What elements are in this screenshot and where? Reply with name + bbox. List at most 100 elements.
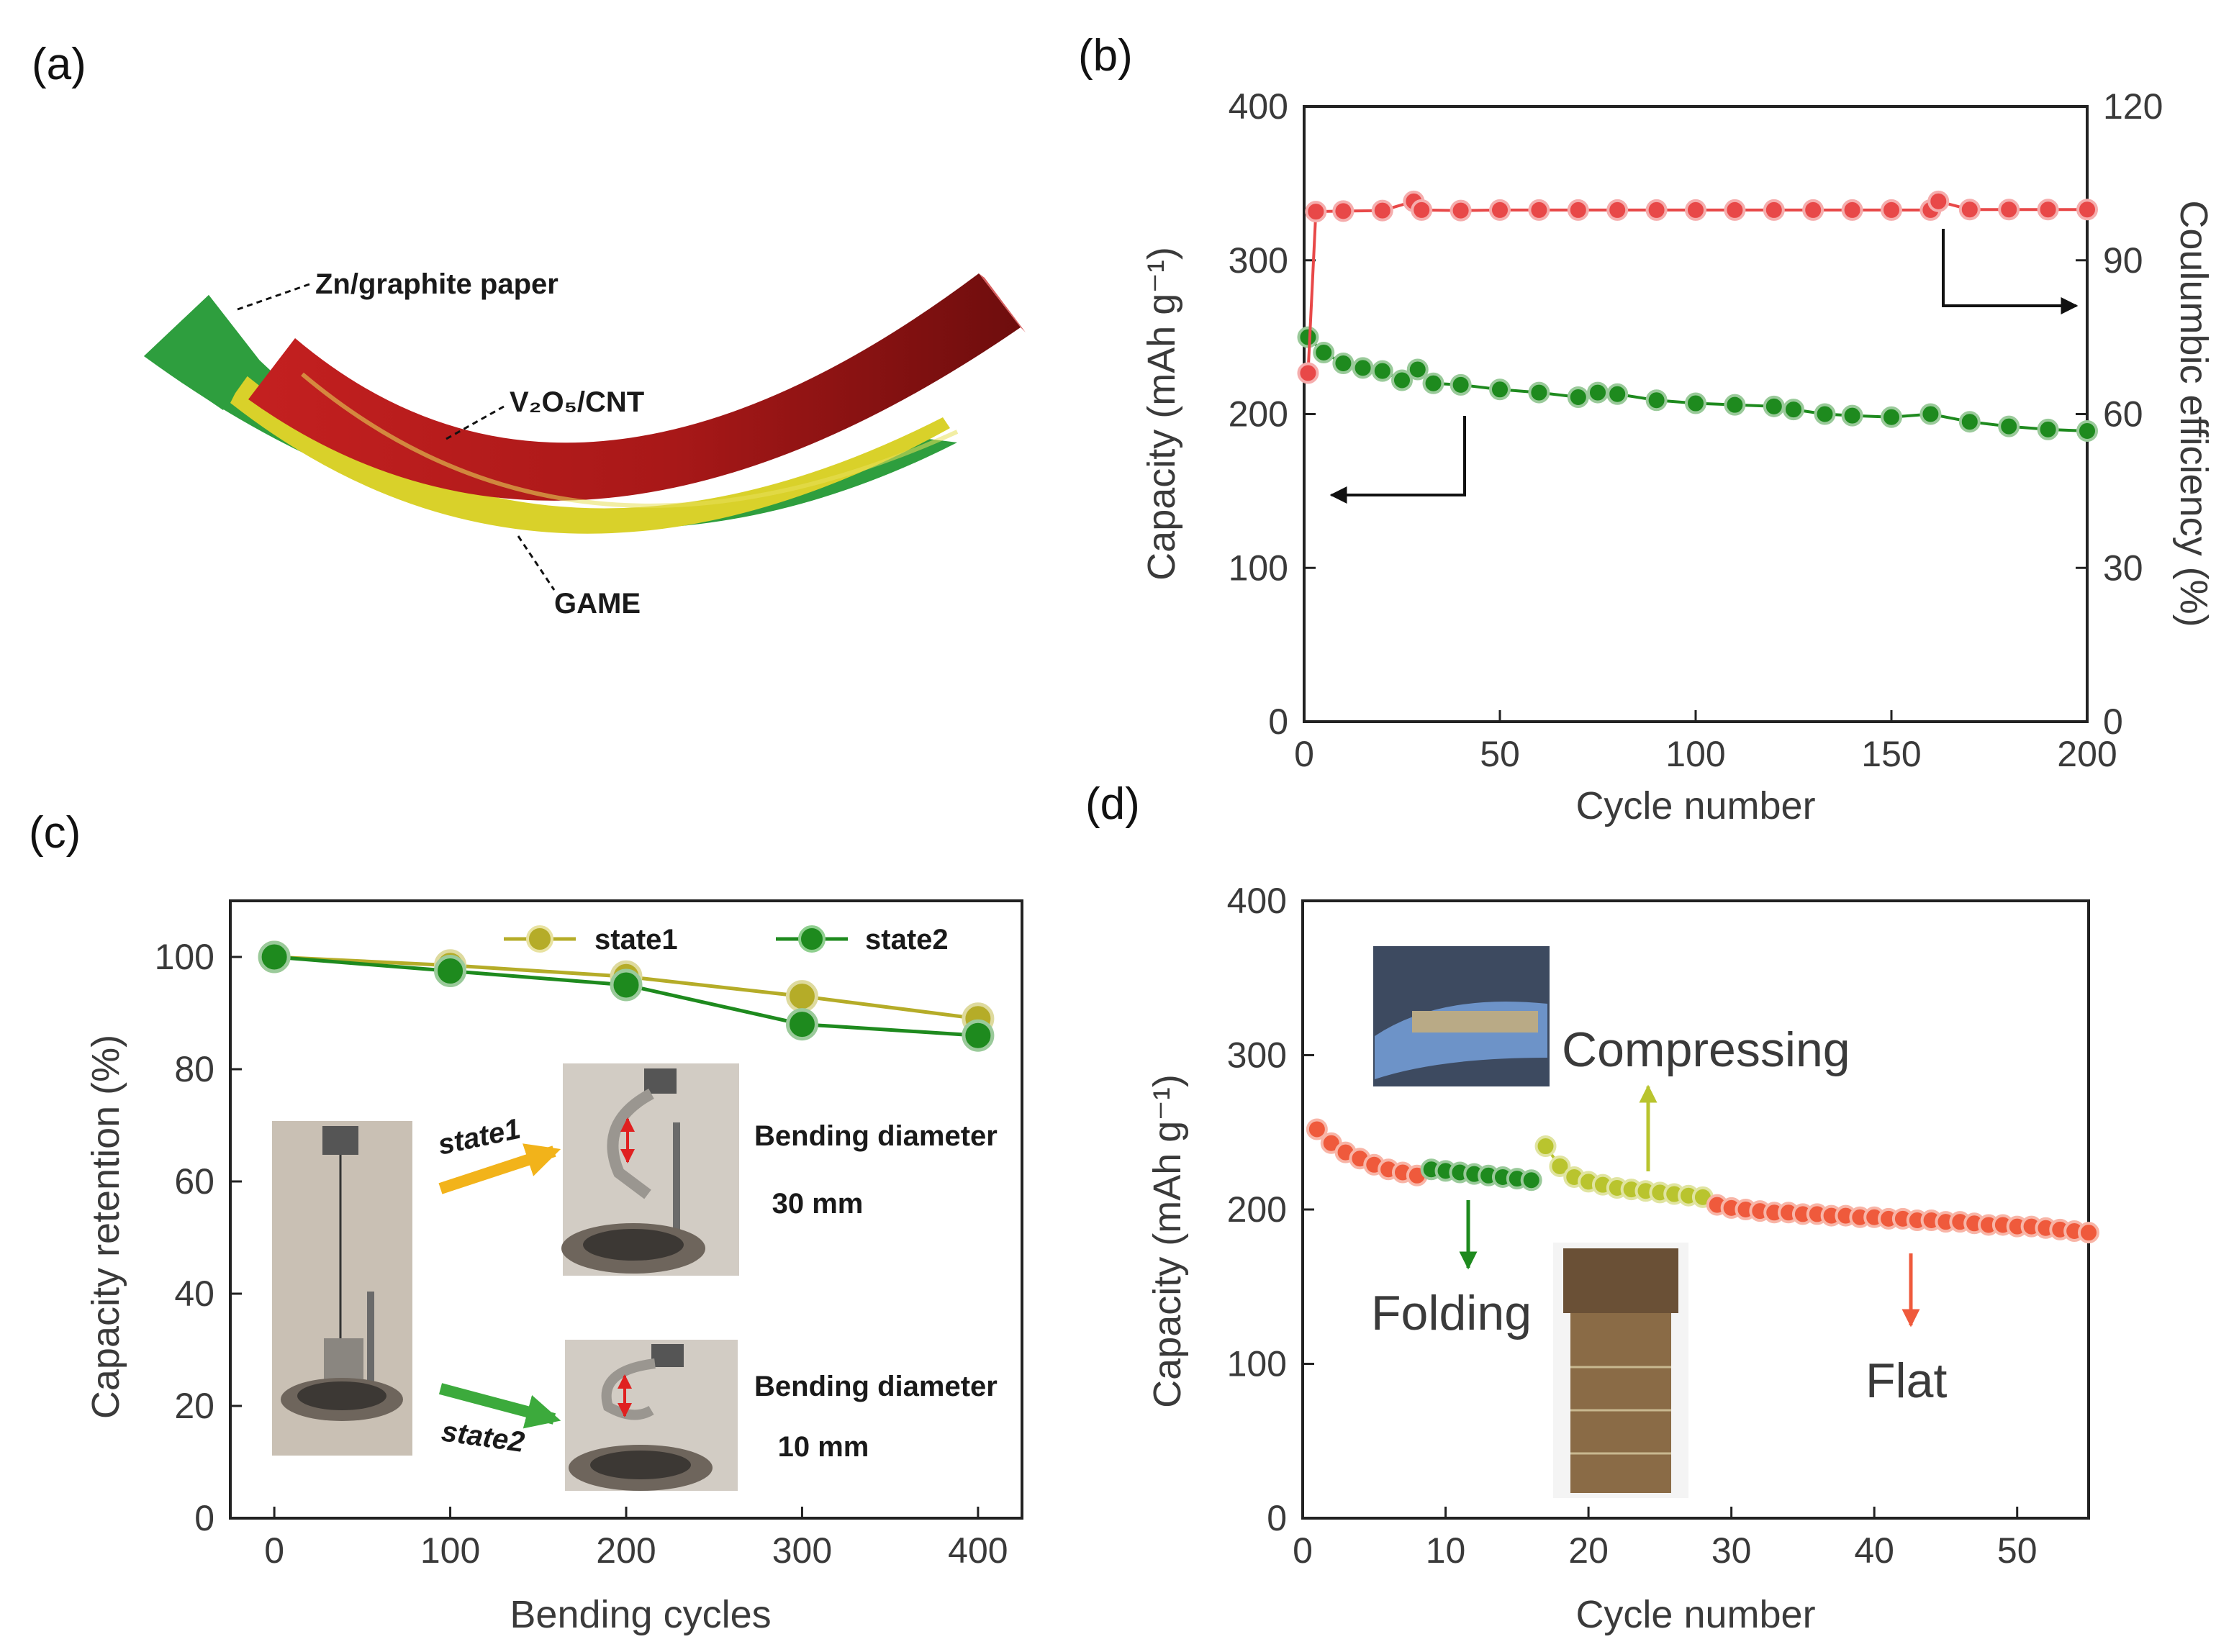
b-point-1-23 — [2076, 199, 2098, 221]
bending-diameter-value-2: 10 mm — [778, 1431, 869, 1463]
b-point-0-11 — [1567, 386, 1589, 408]
chart-c: 0 100 200 300 400 0 20 40 60 80 100 Bending cycle… — [84, 899, 1023, 1636]
battery-schematic: Zn/graphite paper V₂O₅/CNT GAME — [144, 268, 1026, 620]
b-point-1-1 — [1305, 201, 1327, 223]
c-y-tick-label: 0 — [194, 1498, 214, 1538]
state2-arrow-label: state2 — [440, 1415, 527, 1458]
b-point-1-3 — [1371, 199, 1393, 222]
panel-label-a: (a) — [32, 40, 86, 89]
panel-label-b: (b) — [1078, 31, 1133, 81]
b-point-1-20 — [1958, 199, 1981, 221]
state1-arrow-label: state1 — [435, 1113, 523, 1161]
bending-diameter-value-1: 30 mm — [772, 1188, 864, 1220]
d-point-3-26 — [2078, 1222, 2099, 1244]
b-point-0-26 — [2076, 420, 2098, 442]
b-series-line-1 — [1306, 199, 2087, 373]
b-y-tick-label: 300 — [1229, 240, 1288, 281]
b-point-0-25 — [2037, 418, 2059, 440]
b-point-0-20 — [1841, 404, 1863, 427]
c-y-tick-label: 20 — [174, 1386, 214, 1426]
d-x-tick-label: 40 — [1854, 1530, 1894, 1571]
b-point-1-7 — [1489, 199, 1511, 221]
c-y-tick-label: 60 — [174, 1161, 214, 1202]
b-point-1-22 — [2037, 199, 2059, 221]
state1-transition-arrow — [438, 1143, 561, 1194]
legend-label-state2: state2 — [865, 924, 949, 956]
b-point-0-21 — [1881, 406, 1902, 428]
b-point-0-17 — [1763, 395, 1785, 417]
b-point-0-23 — [1958, 411, 1981, 433]
b-point-0-24 — [1998, 415, 2020, 437]
cathode-layer — [248, 273, 1021, 501]
b-point-0-9 — [1489, 378, 1511, 401]
b-y2-tick-label: 30 — [2103, 548, 2143, 588]
b-point-1-13 — [1724, 199, 1746, 221]
d-y-tick-label: 200 — [1227, 1189, 1287, 1230]
b-y-tick-label: 400 — [1229, 86, 1288, 127]
d-x-tick-label: 30 — [1711, 1530, 1752, 1571]
b-y2-tick-label: 0 — [2103, 702, 2123, 742]
b-point-0-8 — [1450, 373, 1472, 396]
d-x-tick-label: 10 — [1426, 1530, 1466, 1571]
c-point-state2-4 — [962, 1019, 995, 1052]
c-x-tick-label: 400 — [948, 1530, 1008, 1571]
b-point-0-3 — [1352, 357, 1374, 379]
c-point-state2-2 — [610, 968, 643, 1002]
b-point-1-8 — [1528, 199, 1550, 221]
c-y-tick-label: 80 — [174, 1049, 214, 1089]
b-point-0-10 — [1528, 381, 1550, 404]
b-point-1-12 — [1685, 199, 1706, 221]
b-y2-tick-label: 90 — [2103, 240, 2143, 281]
b-point-1-15 — [1802, 199, 1824, 221]
b-point-0-12 — [1587, 381, 1609, 404]
c-ylabel: Capacity retention (%) — [84, 1035, 127, 1419]
label-game: GAME — [554, 588, 641, 620]
label-flat: Flat — [1866, 1353, 1947, 1408]
c-x-tick-label: 300 — [772, 1530, 832, 1571]
d-point-1-7 — [1520, 1169, 1542, 1192]
label-zn-graphite: Zn/graphite paper — [315, 268, 558, 300]
b-y-tick-label: 0 — [1268, 702, 1288, 742]
label-compressing: Compressing — [1562, 1022, 1850, 1077]
b-point-1-21 — [1998, 199, 2020, 221]
b-x-tick-label: 150 — [1861, 734, 1921, 774]
d-y-tick-label: 100 — [1227, 1344, 1287, 1384]
photo-state2-bend — [565, 1340, 738, 1491]
c-xlabel: Bending cycles — [510, 1593, 771, 1636]
panel-label-c: (c) — [29, 808, 81, 858]
d-y-tick-label: 400 — [1227, 881, 1287, 921]
label-folding: Folding — [1371, 1286, 1532, 1340]
b-y-tick-label: 100 — [1229, 548, 1288, 588]
d-xlabel: Cycle number — [1575, 1593, 1815, 1636]
b-point-1-5 — [1411, 199, 1433, 221]
b-x-tick-label: 0 — [1294, 734, 1314, 774]
panel-label-d: (d) — [1085, 779, 1140, 829]
b-point-0-1 — [1313, 342, 1335, 363]
b-point-0-5 — [1391, 369, 1413, 391]
state2-transition-arrow — [438, 1383, 561, 1429]
c-point-state2-1 — [434, 955, 467, 987]
b-y2label: Coulumbic efficiency (%) — [2172, 200, 2215, 627]
c-x-tick-label: 200 — [596, 1530, 656, 1571]
b-point-0-18 — [1783, 399, 1804, 421]
b-point-1-14 — [1763, 199, 1785, 221]
b-point-0-15 — [1685, 392, 1706, 414]
d-point-2-0 — [1534, 1135, 1557, 1158]
b-point-0-13 — [1606, 383, 1629, 405]
d-x-tick-label: 50 — [1997, 1530, 2038, 1571]
zn-end-face — [144, 295, 259, 410]
b-xlabel: Cycle number — [1575, 784, 1815, 827]
b-point-0-6 — [1406, 358, 1429, 381]
chart-b: 0 50 100 150 200 0 100 200 300 400 0 30 60 90 120 Cy… — [1140, 86, 2215, 827]
c-y-tick-label: 100 — [155, 937, 214, 977]
d-ylabel: Capacity (mAh g⁻¹) — [1146, 1074, 1189, 1408]
c-x-tick-label: 0 — [264, 1530, 284, 1571]
b-ylabel: Capacity (mAh g⁻¹) — [1140, 247, 1183, 581]
legend-label-state1: state1 — [594, 924, 678, 956]
b-right-axis-arrow — [1942, 229, 2079, 314]
d-point-0-0 — [1306, 1118, 1328, 1140]
b-point-1-16 — [1841, 199, 1863, 221]
b-point-1-2 — [1332, 200, 1355, 222]
b-y2-tick-label: 60 — [2103, 394, 2143, 435]
b-point-0-19 — [1814, 403, 1836, 425]
